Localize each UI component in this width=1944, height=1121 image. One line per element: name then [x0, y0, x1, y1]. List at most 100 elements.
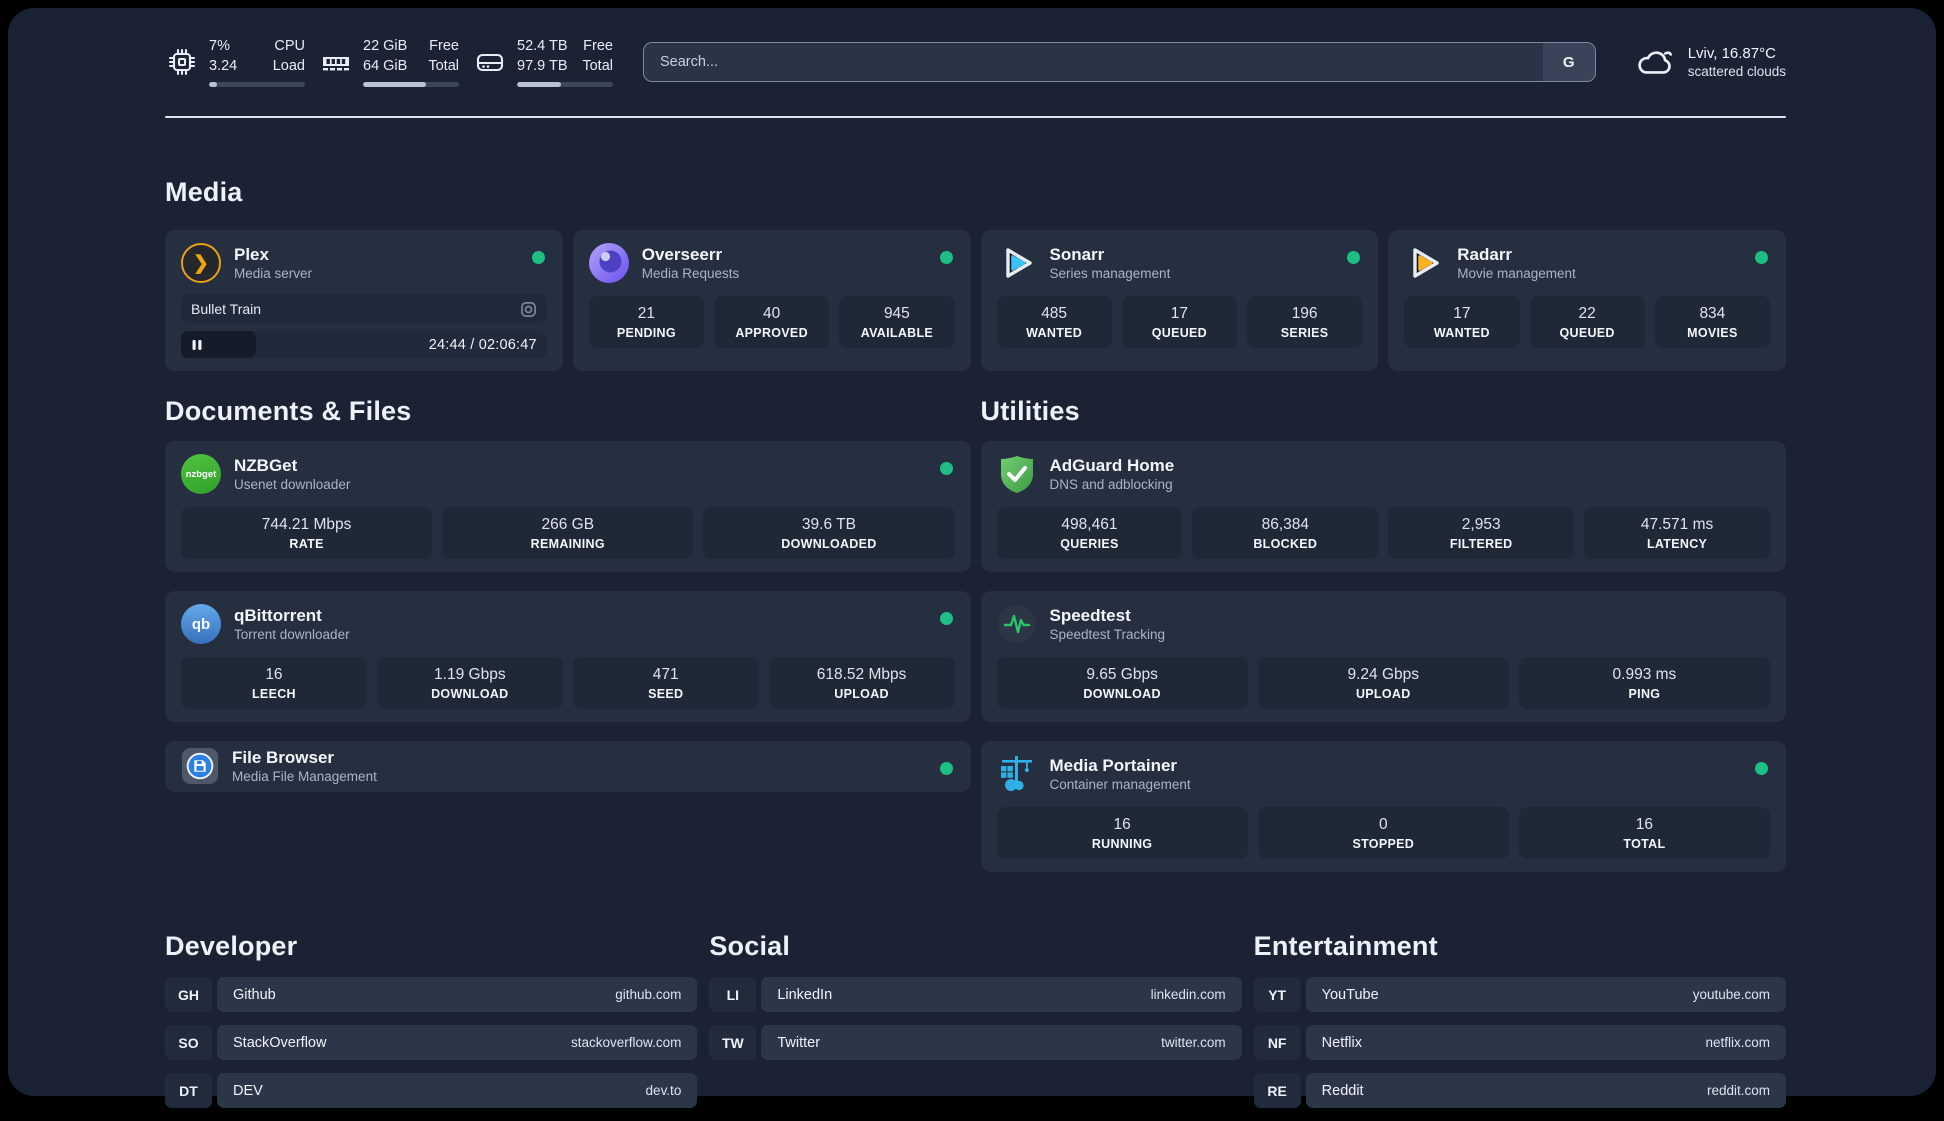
utilities-column: Utilities AdGuard Home DNS and adblockin…: [981, 371, 1787, 872]
link-abbr: NF: [1254, 1025, 1301, 1060]
link-url: youtube.com: [1693, 987, 1770, 1002]
status-dot: [940, 462, 953, 475]
overseerr-icon: [589, 243, 629, 283]
link-url: reddit.com: [1707, 1083, 1770, 1098]
entertainment-section: Entertainment YT YouTube youtube.com NF N…: [1254, 931, 1786, 1121]
app-card-nzbget[interactable]: nzbget NZBGet Usenet downloader 744.21 M…: [165, 441, 971, 572]
app-title: File Browser: [232, 747, 377, 768]
portainer-icon: [997, 754, 1037, 794]
app-title: Radarr: [1457, 244, 1576, 265]
app-title: AdGuard Home: [1050, 455, 1175, 476]
section-header-documents: Documents & Files: [165, 396, 971, 427]
app-title: Plex: [234, 244, 312, 265]
app-subtitle: Torrent downloader: [234, 626, 350, 644]
media-session-icon[interactable]: [520, 301, 537, 318]
search-input[interactable]: [644, 43, 1543, 81]
link-url: dev.to: [646, 1083, 682, 1098]
cpu-values: 7%3.24: [209, 37, 237, 76]
plex-icon: ❯: [181, 243, 221, 283]
app-title: NZBGet: [234, 455, 350, 476]
link-abbr: RE: [1254, 1073, 1301, 1108]
qbittorrent-icon: qb: [181, 604, 221, 644]
disk-icon: [473, 45, 507, 79]
link-reddit[interactable]: RE Reddit reddit.com: [1254, 1073, 1786, 1108]
app-title: Sonarr: [1050, 244, 1171, 265]
now-playing-title: Bullet Train: [191, 301, 261, 317]
status-dot: [1755, 251, 1768, 264]
link-abbr: YT: [1254, 977, 1301, 1012]
pause-icon[interactable]: [191, 339, 203, 351]
media-cards-row: ❯ Plex Media server Bullet Train: [165, 230, 1786, 371]
app-card-plex[interactable]: ❯ Plex Media server Bullet Train: [165, 230, 563, 371]
app-title: Media Portainer: [1050, 755, 1191, 776]
app-subtitle: Container management: [1050, 776, 1191, 794]
link-abbr: GH: [165, 977, 212, 1012]
app-title: Speedtest: [1050, 605, 1166, 626]
section-header-entertainment: Entertainment: [1254, 931, 1786, 962]
playback-time: 24:44 / 02:06:47: [429, 337, 537, 353]
link-name: Reddit: [1322, 1083, 1364, 1099]
radarr-icon: [1404, 243, 1444, 283]
documents-column: Documents & Files nzbget NZBGet Usenet d…: [165, 371, 971, 792]
cpu-icon: [165, 45, 199, 79]
app-title: qBittorrent: [234, 605, 350, 626]
link-name: YouTube: [1322, 987, 1379, 1003]
app-title: Overseerr: [642, 244, 740, 265]
link-youtube[interactable]: YT YouTube youtube.com: [1254, 977, 1786, 1012]
speedtest-icon: [997, 604, 1037, 644]
ram-icon: [319, 45, 353, 79]
link-abbr: TW: [709, 1025, 756, 1060]
search-engine-button[interactable]: G: [1543, 43, 1595, 81]
link-name: Twitter: [777, 1035, 820, 1051]
app-card-filebrowser[interactable]: File Browser Media File Management: [165, 741, 971, 792]
search-bar: G: [643, 42, 1596, 82]
app-subtitle: Media File Management: [232, 768, 377, 786]
middle-columns: Documents & Files nzbget NZBGet Usenet d…: [165, 371, 1786, 872]
now-playing-row: Bullet Train: [181, 294, 547, 324]
status-dot: [940, 612, 953, 625]
adguard-icon: [997, 454, 1037, 494]
playback-progress-fill: [181, 331, 256, 358]
filebrowser-icon: [181, 747, 219, 785]
